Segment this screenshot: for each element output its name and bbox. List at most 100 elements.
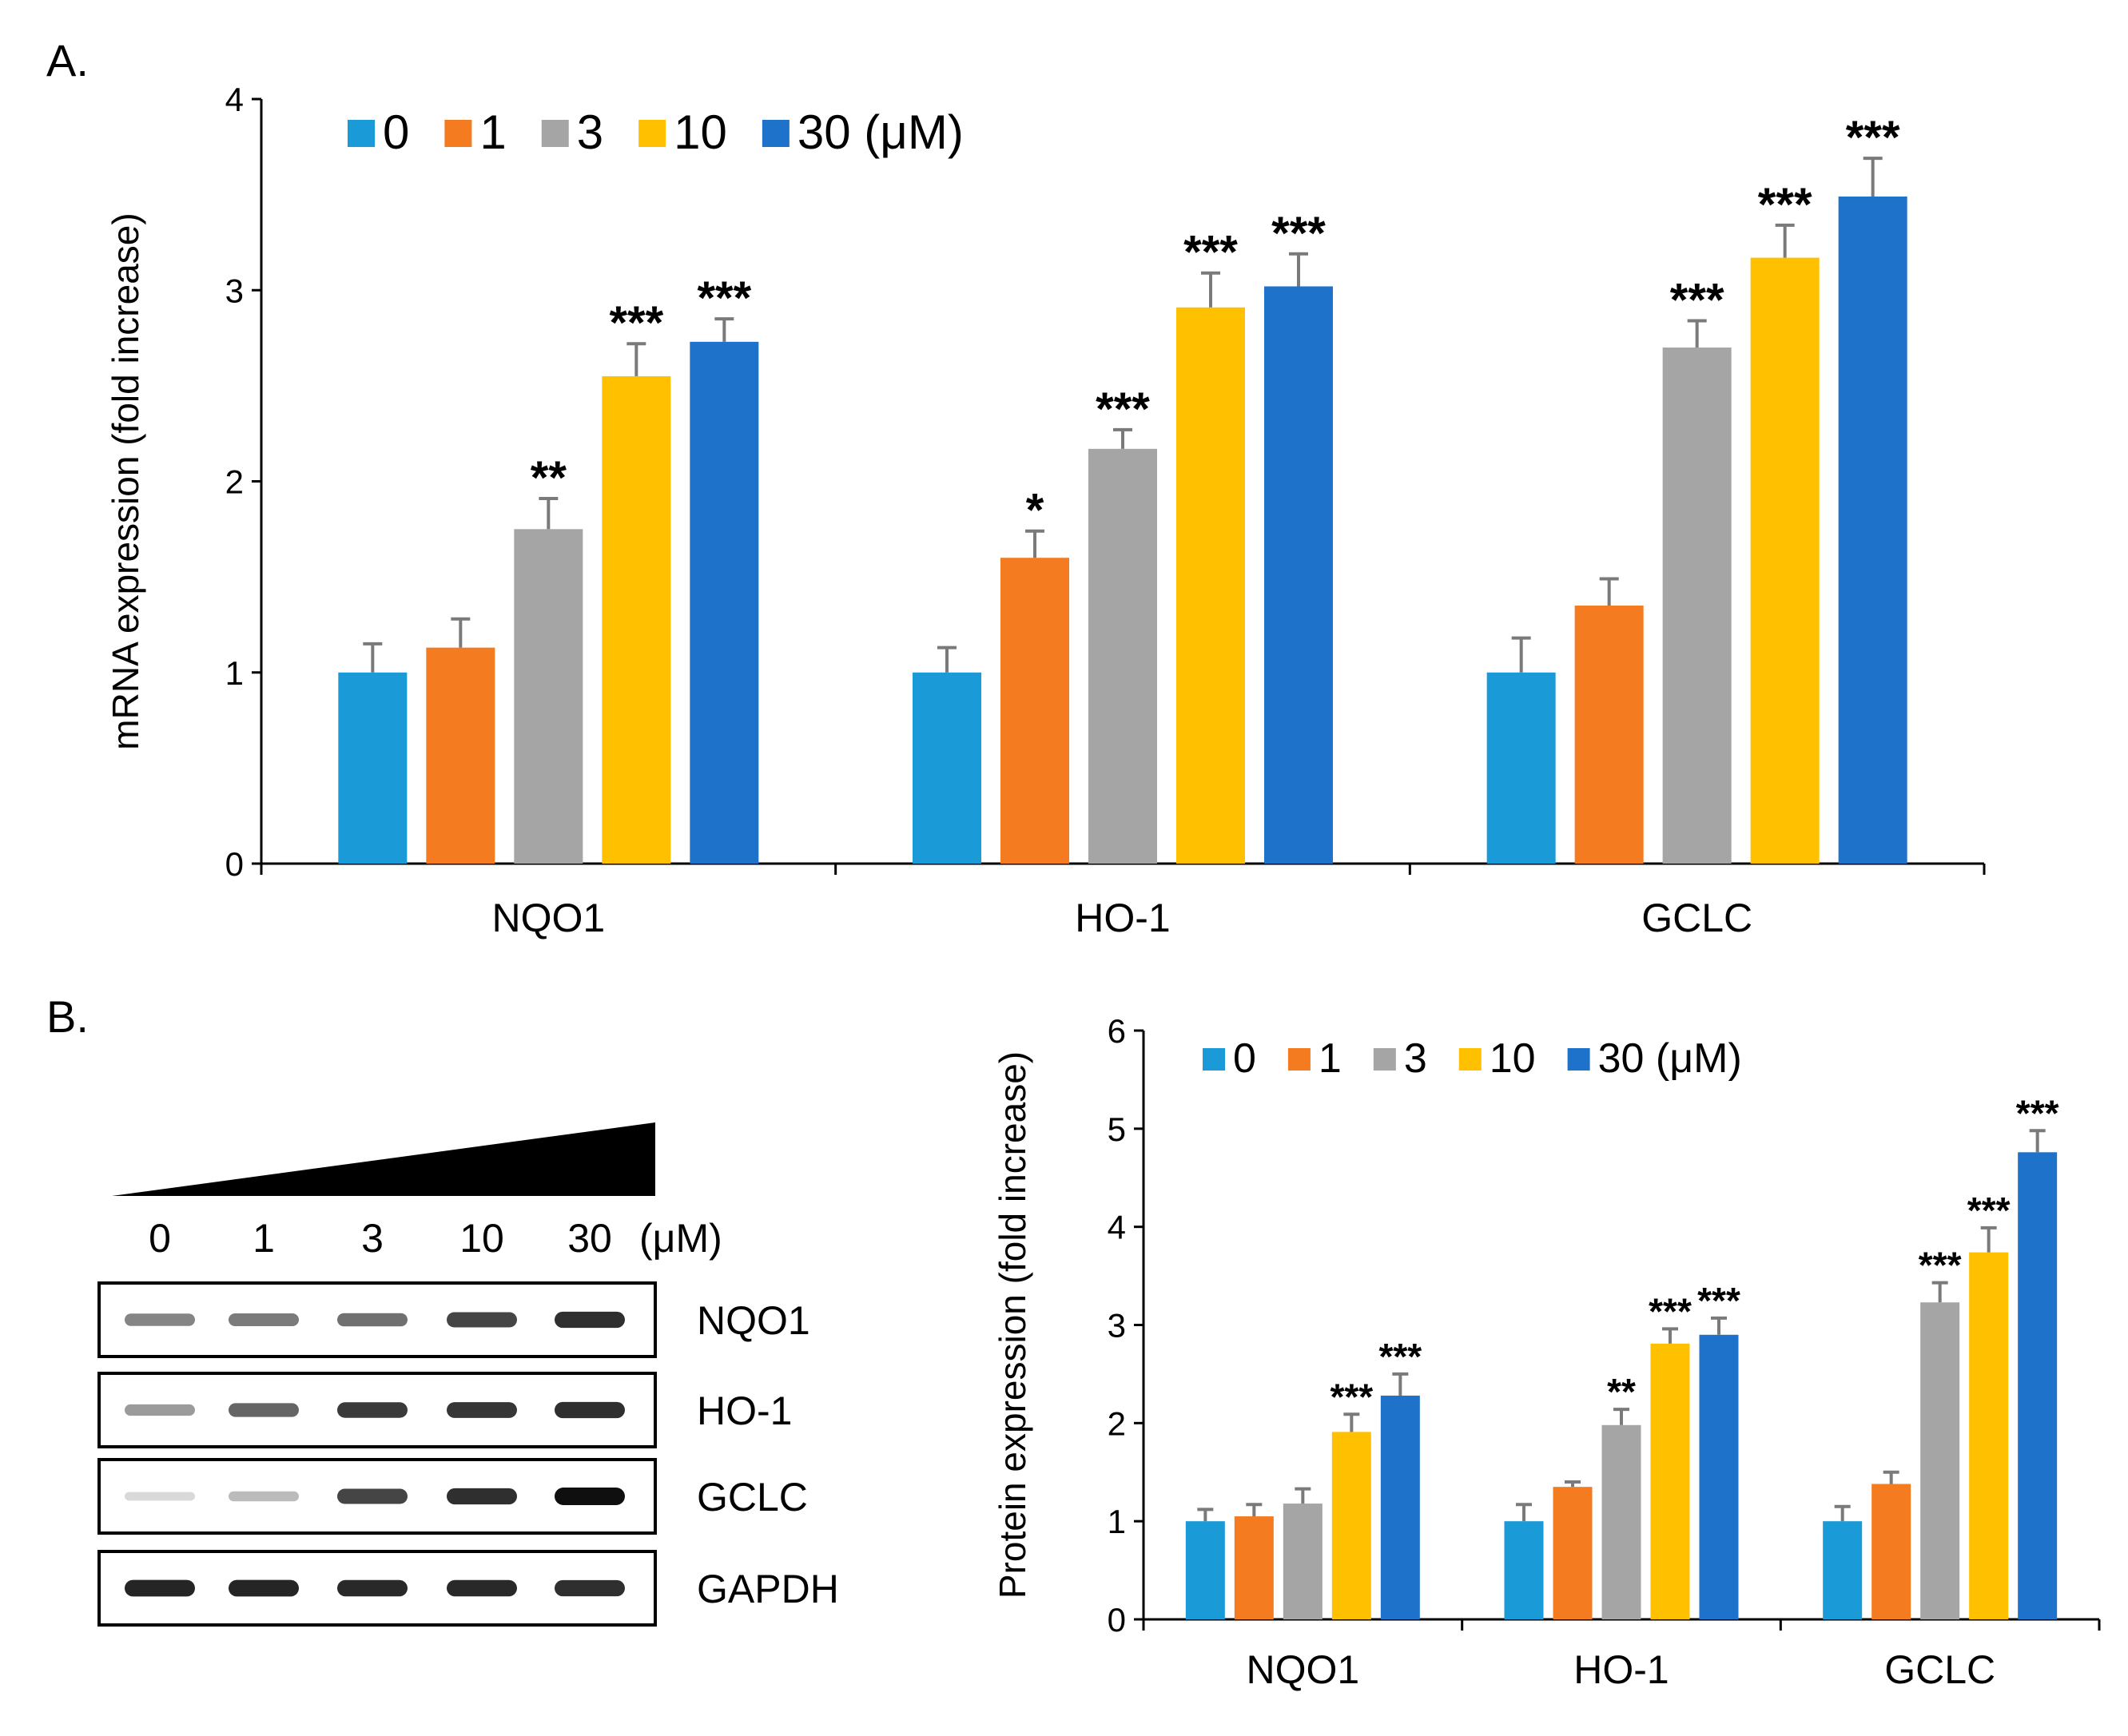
significance-label: *** xyxy=(1967,1190,2011,1231)
bar xyxy=(426,647,495,864)
y-tick-label: 2 xyxy=(1108,1404,1126,1442)
y-tick-label: 6 xyxy=(1108,1012,1126,1050)
blot-band xyxy=(125,1404,195,1416)
bar xyxy=(1176,307,1245,864)
significance-label: *** xyxy=(1758,179,1812,231)
legend-label: 10 xyxy=(674,105,727,159)
y-tick-label: 5 xyxy=(1108,1110,1126,1148)
legend-swatch xyxy=(1458,1048,1482,1071)
bar xyxy=(514,529,583,864)
significance-label: *** xyxy=(2016,1092,2059,1134)
blot-band xyxy=(125,1313,195,1326)
significance-label: ** xyxy=(531,452,567,504)
blot-band xyxy=(447,1488,517,1505)
y-tick-label: 0 xyxy=(225,845,244,883)
y-axis-label: Protein expression (fold increase) xyxy=(992,1051,1033,1599)
legend-swatch xyxy=(541,120,569,147)
category-label: NQO1 xyxy=(491,896,605,940)
bar xyxy=(1574,606,1644,864)
y-tick-label: 4 xyxy=(1108,1209,1126,1246)
blot-band xyxy=(447,1579,517,1597)
category-label: HO-1 xyxy=(1075,896,1170,940)
y-axis-label: mRNA expression (fold increase) xyxy=(105,213,146,749)
blot-band xyxy=(229,1403,299,1417)
y-tick-label: 4 xyxy=(225,81,244,118)
blot-band xyxy=(337,1488,408,1504)
legend-swatch xyxy=(638,120,666,147)
bar xyxy=(602,375,671,864)
legend-swatch xyxy=(762,120,790,147)
legend-label: 30 (μM) xyxy=(798,105,964,159)
blot-row-label: GCLC xyxy=(697,1475,808,1519)
category-label: GCLC xyxy=(1884,1647,1995,1692)
bar xyxy=(1969,1252,2009,1619)
significance-label: * xyxy=(1026,485,1044,537)
bar xyxy=(2018,1152,2058,1619)
dose-gradient-triangle xyxy=(112,1122,655,1196)
bar xyxy=(1331,1432,1371,1619)
dose-label: 3 xyxy=(361,1216,384,1261)
bar xyxy=(1283,1504,1323,1619)
bar xyxy=(1504,1521,1544,1619)
bar xyxy=(1823,1521,1863,1619)
legend-swatch xyxy=(348,120,375,147)
blot-band xyxy=(229,1313,299,1326)
panel-b-label: B. xyxy=(46,991,89,1042)
significance-label: *** xyxy=(1846,112,1900,164)
bar xyxy=(1088,448,1157,864)
blot-band xyxy=(337,1402,408,1418)
significance-label: *** xyxy=(1670,275,1724,327)
blot-band xyxy=(555,1579,625,1597)
blot-row-label: NQO1 xyxy=(697,1298,810,1343)
blot-row-label: GAPDH xyxy=(697,1567,839,1611)
bar xyxy=(338,672,408,864)
significance-label: *** xyxy=(1919,1245,1962,1286)
category-label: HO-1 xyxy=(1573,1647,1669,1692)
bar xyxy=(1234,1516,1274,1619)
bar xyxy=(1000,558,1069,864)
bar xyxy=(1553,1487,1593,1619)
chart-a: 0 1 2 3 4 mRNA expression (fold increase) NQO1… xyxy=(105,81,1986,940)
significance-label: *** xyxy=(1271,208,1326,260)
dose-label: 10 xyxy=(459,1216,504,1261)
legend-label: 3 xyxy=(1404,1035,1427,1082)
bar xyxy=(1185,1521,1225,1619)
y-tick-label: 1 xyxy=(225,654,244,692)
blot-band xyxy=(125,1492,195,1501)
blot-band xyxy=(229,1491,299,1502)
western-blot: 0 1 3 10 30 (μM) NQO1 HO-1 GCLC GAPDH xyxy=(97,1122,839,1627)
legend-label: 1 xyxy=(1319,1035,1342,1082)
significance-label: *** xyxy=(697,272,751,324)
y-tick-label: 2 xyxy=(225,463,244,501)
dose-label: 30 xyxy=(567,1216,612,1261)
legend-label: 1 xyxy=(479,105,506,159)
blot-band xyxy=(229,1579,299,1597)
panel-a-label: A. xyxy=(46,35,89,85)
significance-label: *** xyxy=(1330,1376,1373,1417)
blot-band xyxy=(447,1312,517,1328)
bar xyxy=(1264,286,1333,864)
legend-swatch xyxy=(1287,1048,1311,1071)
y-tick-label: 3 xyxy=(225,272,244,309)
legend-label: 0 xyxy=(383,105,409,159)
bar xyxy=(1920,1302,1960,1619)
blot-band xyxy=(337,1313,408,1327)
legend-label: 10 xyxy=(1490,1035,1536,1082)
blot-band xyxy=(447,1402,517,1418)
bar xyxy=(913,672,981,864)
category-label: GCLC xyxy=(1641,896,1752,940)
blot-band xyxy=(125,1579,195,1597)
bar xyxy=(1486,672,1556,864)
legend-swatch xyxy=(1373,1048,1396,1071)
legend-swatch xyxy=(444,120,472,147)
bar xyxy=(1380,1395,1420,1619)
significance-label: *** xyxy=(1183,227,1238,279)
bar xyxy=(690,341,759,864)
y-tick-label: 1 xyxy=(1108,1503,1126,1540)
significance-label: *** xyxy=(1697,1280,1740,1321)
significance-label: *** xyxy=(1378,1336,1422,1377)
chart-b: 0 1 2 3 4 5 6 Protein expression (fold increase… xyxy=(992,1012,2101,1692)
blot-band xyxy=(555,1311,625,1329)
dose-label: 1 xyxy=(253,1216,275,1261)
